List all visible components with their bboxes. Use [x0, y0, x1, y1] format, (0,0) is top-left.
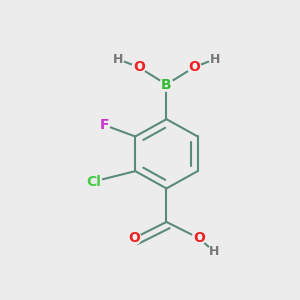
Text: O: O — [133, 60, 145, 74]
Text: O: O — [128, 231, 140, 245]
Text: Cl: Cl — [86, 175, 101, 188]
Circle shape — [98, 118, 111, 131]
Text: O: O — [193, 231, 205, 245]
Text: O: O — [188, 60, 200, 74]
Circle shape — [187, 60, 202, 75]
Circle shape — [207, 245, 220, 258]
Text: B: B — [161, 77, 172, 92]
Circle shape — [127, 231, 142, 245]
Circle shape — [112, 52, 124, 66]
Text: H: H — [208, 245, 219, 258]
Circle shape — [131, 60, 146, 75]
Circle shape — [208, 52, 221, 66]
Text: H: H — [113, 52, 123, 66]
Circle shape — [159, 77, 174, 92]
Circle shape — [85, 173, 103, 190]
Circle shape — [191, 231, 206, 245]
Text: H: H — [210, 52, 220, 66]
Text: F: F — [99, 118, 109, 132]
